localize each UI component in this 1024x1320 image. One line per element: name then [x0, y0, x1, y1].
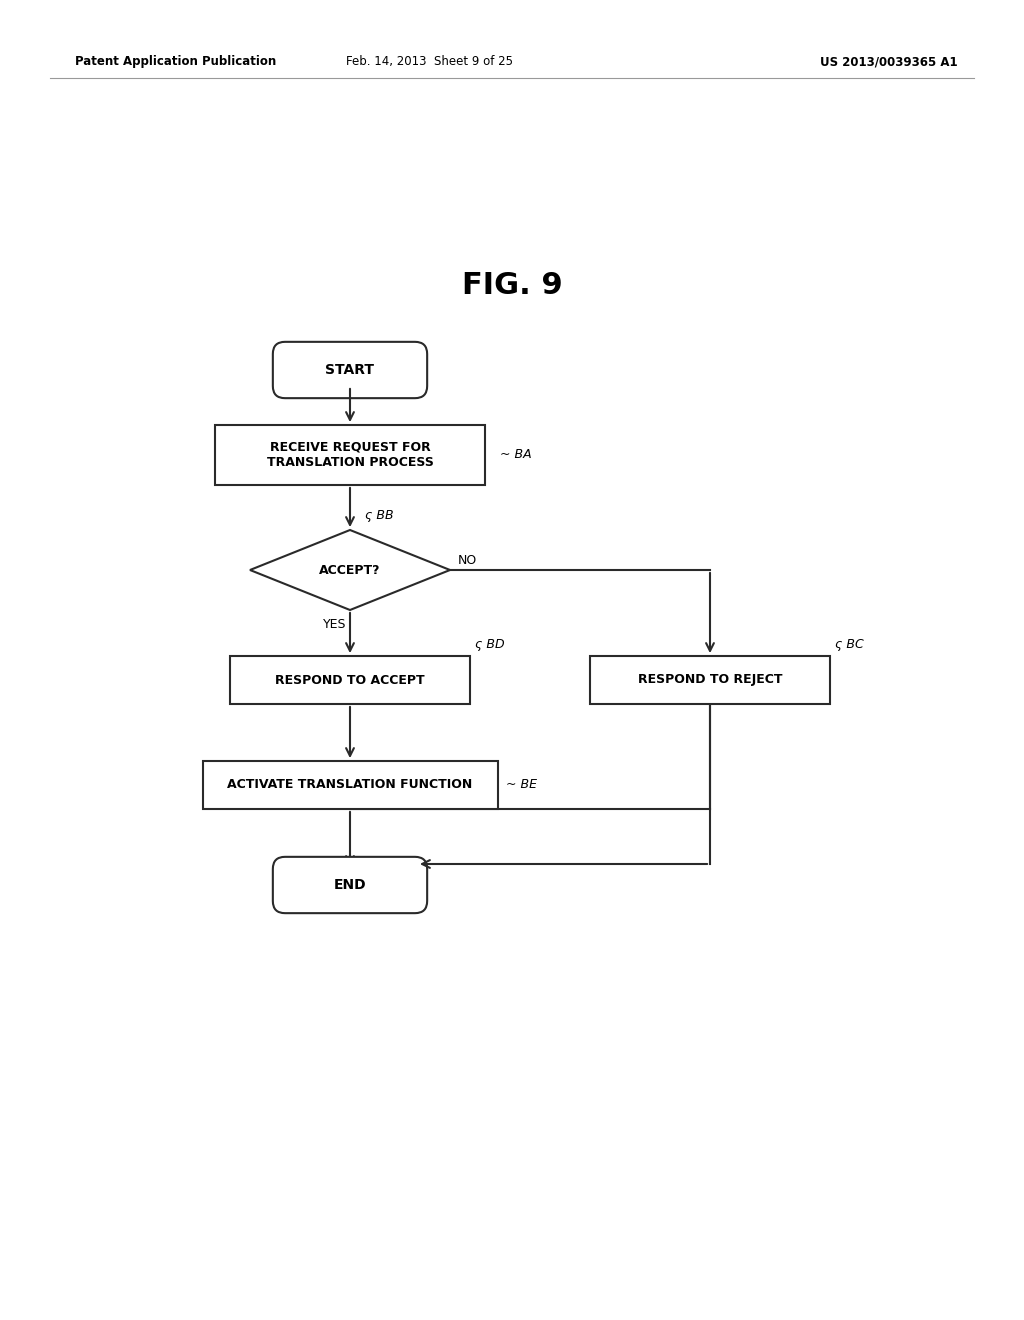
- Text: RESPOND TO REJECT: RESPOND TO REJECT: [638, 673, 782, 686]
- Text: ς BB: ς BB: [365, 510, 393, 521]
- Bar: [203, 762, 498, 809]
- Text: ~ BE: ~ BE: [506, 779, 537, 792]
- Text: RESPOND TO ACCEPT: RESPOND TO ACCEPT: [275, 673, 425, 686]
- Text: ς BC: ς BC: [835, 638, 864, 651]
- Text: RECEIVE REQUEST FOR
TRANSLATION PROCESS: RECEIVE REQUEST FOR TRANSLATION PROCESS: [266, 441, 433, 469]
- Text: Feb. 14, 2013  Sheet 9 of 25: Feb. 14, 2013 Sheet 9 of 25: [346, 55, 513, 69]
- Text: START: START: [326, 363, 375, 378]
- Bar: [230, 656, 470, 704]
- FancyBboxPatch shape: [272, 857, 427, 913]
- Text: NO: NO: [458, 553, 477, 566]
- FancyBboxPatch shape: [272, 342, 427, 399]
- Polygon shape: [250, 531, 450, 610]
- Text: ACTIVATE TRANSLATION FUNCTION: ACTIVATE TRANSLATION FUNCTION: [227, 779, 473, 792]
- Text: ς BD: ς BD: [475, 638, 505, 651]
- Text: END: END: [334, 878, 367, 892]
- Bar: [590, 656, 830, 704]
- Text: ~ BA: ~ BA: [500, 449, 531, 462]
- Text: Patent Application Publication: Patent Application Publication: [75, 55, 276, 69]
- Bar: [215, 425, 485, 484]
- Text: FIG. 9: FIG. 9: [462, 271, 562, 300]
- Text: US 2013/0039365 A1: US 2013/0039365 A1: [820, 55, 957, 69]
- Text: YES: YES: [324, 618, 347, 631]
- Text: ACCEPT?: ACCEPT?: [319, 564, 381, 577]
